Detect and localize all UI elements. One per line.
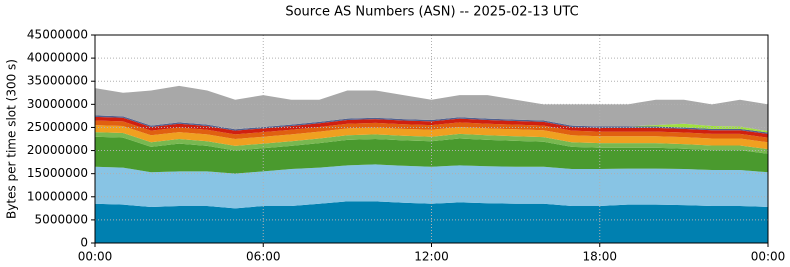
plot-frame [94,34,769,244]
y-tick-label: 10000000 [27,189,88,203]
x-tick-label: 00:00 [751,250,786,264]
y-tick-label: 40000000 [27,51,88,65]
y-tick-label: 20000000 [27,143,88,157]
x-tick-label: 12:00 [414,250,449,264]
y-tick-label: 30000000 [27,97,88,111]
y-axis-label: Bytes per time slot (300 s) [5,59,19,219]
area [95,201,768,243]
chart-title: Source AS Numbers (ASN) -- 2025-02-13 UT… [285,5,578,20]
y-tick-label: 15000000 [27,166,88,180]
x-tick-label: 18:00 [582,250,617,264]
y-tick-label: 35000000 [27,74,88,88]
y-tick-label: 45000000 [27,28,88,42]
y-tick-label: 25000000 [27,120,88,134]
x-tick-label: 06:00 [246,250,281,264]
x-tick-label: 00:00 [78,250,113,264]
y-tick-label: 0 [80,236,88,250]
y-tick-label: 5000000 [35,212,88,226]
